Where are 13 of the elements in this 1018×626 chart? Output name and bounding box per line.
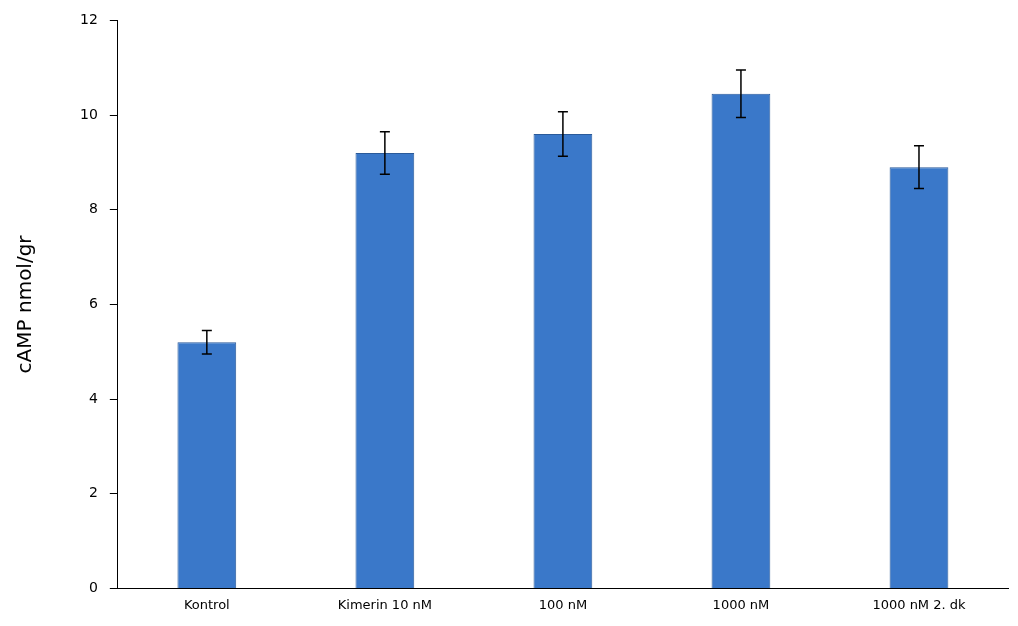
y-axis-title: cAMP nmol/gr — [12, 234, 37, 374]
y-tick-label: 2 — [88, 484, 98, 501]
x-tick-label: 1000 nM 2. dk — [872, 596, 967, 612]
x-tick-label: 1000 nM — [712, 596, 770, 612]
x-tick-label: Kontrol — [183, 596, 230, 612]
y-tick-label: 10 — [79, 105, 98, 122]
x-tick-label: 100 nM — [538, 596, 588, 612]
y-tick-label: 8 — [88, 200, 98, 217]
y-tick-label: 12 — [79, 11, 98, 28]
x-tick-label: Kimerin 10 nM — [337, 596, 432, 612]
y-tick-label: 6 — [88, 295, 98, 312]
y-tick-label: 0 — [88, 579, 98, 596]
y-tick-label: 4 — [88, 389, 98, 406]
